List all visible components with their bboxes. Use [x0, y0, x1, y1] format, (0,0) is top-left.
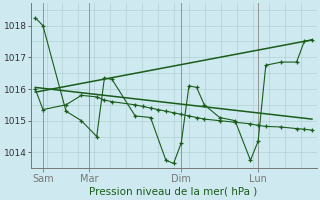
X-axis label: Pression niveau de la mer( hPa ): Pression niveau de la mer( hPa ) [90, 187, 258, 197]
